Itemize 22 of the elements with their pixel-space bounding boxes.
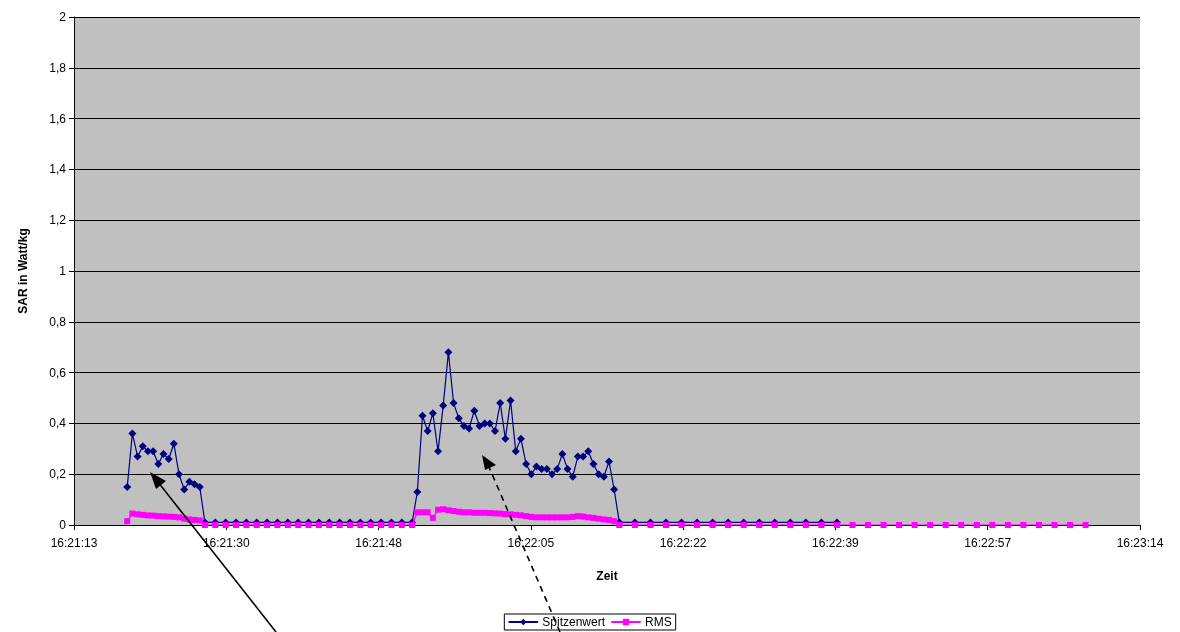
y-tick-label: 1,4 — [49, 162, 67, 177]
y-tick-label: 1 — [59, 264, 67, 278]
y-tick-label: 2 — [59, 10, 67, 24]
x-axis-title: Zeit — [596, 569, 618, 583]
x-tick-label: 16:21:48 — [355, 536, 403, 550]
y-axis-title: SAR in Watt/kg — [16, 228, 30, 314]
x-tick-label: 16:21:13 — [50, 536, 98, 550]
legend-label: Spitzenwert — [542, 615, 606, 629]
x-tick-label: 16:22:05 — [507, 536, 555, 550]
y-tick-label: 0,4 — [49, 416, 67, 431]
y-tick-label: 1,2 — [49, 213, 67, 228]
y-tick-label: 0,2 — [49, 467, 67, 482]
y-tick-label: 1,8 — [49, 60, 67, 75]
y-tick-label: 0,8 — [49, 314, 67, 329]
x-tick-label: 16:22:39 — [812, 536, 860, 550]
x-tick-label: 16:22:57 — [964, 536, 1012, 550]
y-tick-label: 0 — [59, 518, 67, 532]
y-tick-label: 1,6 — [49, 111, 67, 126]
y-tick-label: 0,6 — [49, 365, 67, 380]
x-tick-label: 16:22:22 — [659, 536, 707, 550]
x-tick-label: 16:23:14 — [1116, 536, 1164, 550]
legend-label: RMS — [645, 615, 672, 629]
